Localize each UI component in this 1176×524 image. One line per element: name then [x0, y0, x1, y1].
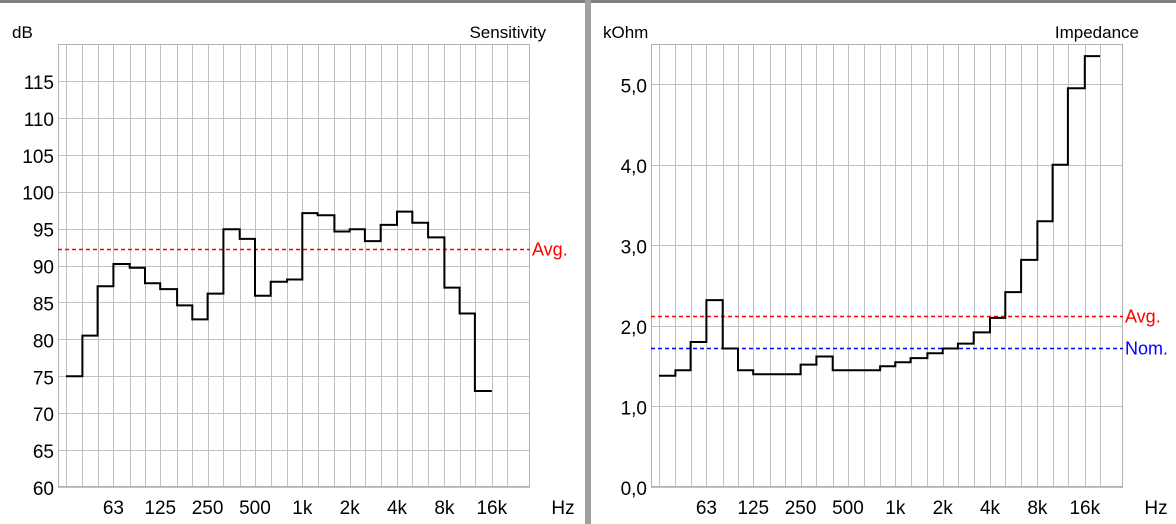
impedance-title: Impedance: [1055, 23, 1139, 42]
impedance-xtick-label: 1k: [885, 498, 906, 519]
sensitivity-ytick-label: 80: [33, 331, 54, 352]
impedance-ytick-label: 1,0: [621, 398, 647, 419]
sensitivity-ytick-label: 65: [33, 442, 54, 463]
sensitivity-ytick-label: 90: [33, 258, 54, 279]
sensitivity-ytick-label: 100: [22, 184, 54, 205]
sensitivity-ytick-label: 75: [33, 368, 54, 389]
impedance-ylabel: kOhm: [603, 23, 648, 42]
sensitivity-xtick-label: 125: [144, 498, 176, 519]
impedance-reference-label-avg: Avg.: [1125, 307, 1161, 327]
sensitivity-xlabel: Hz: [551, 498, 574, 519]
impedance-reference-label-nom: Nom.: [1125, 339, 1168, 359]
sensitivity-xtick-label: 2k: [340, 498, 361, 519]
impedance-chart: 0,0 1,0 2,0 3,0 4,0 5,0 63 125 250 500 1k 2k 4k 8k 16k…: [603, 23, 1168, 519]
impedance-xtick-label: 4k: [980, 498, 1001, 519]
impedance-ytick-label: 5,0: [621, 76, 647, 97]
sensitivity-plot-frame: [58, 44, 530, 487]
sensitivity-xtick-label: 16k: [476, 498, 507, 519]
impedance-xtick-label: 2k: [933, 498, 954, 519]
impedance-ytick-label: 2,0: [621, 318, 647, 339]
impedance-xtick-label: 63: [696, 498, 717, 519]
impedance-xlabel: Hz: [1144, 498, 1167, 519]
sensitivity-xtick-label: 250: [192, 498, 224, 519]
sensitivity-ytick-label: 85: [33, 294, 54, 315]
sensitivity-chart: 60 65 70 75 80 85 90 95 100 105 110 115 63 125 250 500 1…: [12, 23, 575, 519]
sensitivity-xtick-label: 500: [239, 498, 271, 519]
impedance-ytick-label: 3,0: [621, 237, 647, 258]
sensitivity-xtick-label: 63: [103, 498, 124, 519]
impedance-ytick-label: 4,0: [621, 157, 647, 178]
sensitivity-ytick-label: 60: [33, 479, 54, 500]
impedance-xtick-label: 8k: [1027, 498, 1048, 519]
sensitivity-ytick-label: 110: [24, 110, 54, 131]
sensitivity-title: Sensitivity: [469, 23, 546, 42]
sensitivity-xtick-label: 8k: [434, 498, 455, 519]
impedance-xtick-label: 250: [785, 498, 817, 519]
impedance-plot-frame: [651, 44, 1123, 487]
sensitivity-ylabel: dB: [12, 23, 33, 42]
impedance-ytick-label: 0,0: [621, 479, 647, 500]
impedance-xtick-label: 125: [737, 498, 769, 519]
sensitivity-ytick-label: 105: [22, 147, 54, 168]
impedance-series-line: [659, 55, 1100, 377]
panel-divider: [585, 0, 591, 524]
sensitivity-xtick-label: 4k: [387, 498, 408, 519]
impedance-xtick-label: 16k: [1069, 498, 1100, 519]
sensitivity-reference-label-avg: Avg.: [532, 240, 568, 260]
sensitivity-xtick-label: 1k: [292, 498, 313, 519]
sensitivity-series-line: [66, 210, 492, 392]
impedance-xtick-label: 500: [832, 498, 864, 519]
sensitivity-ytick-label: 115: [24, 73, 54, 94]
sensitivity-ytick-label: 70: [33, 405, 54, 426]
sensitivity-ytick-label: 95: [33, 221, 54, 242]
